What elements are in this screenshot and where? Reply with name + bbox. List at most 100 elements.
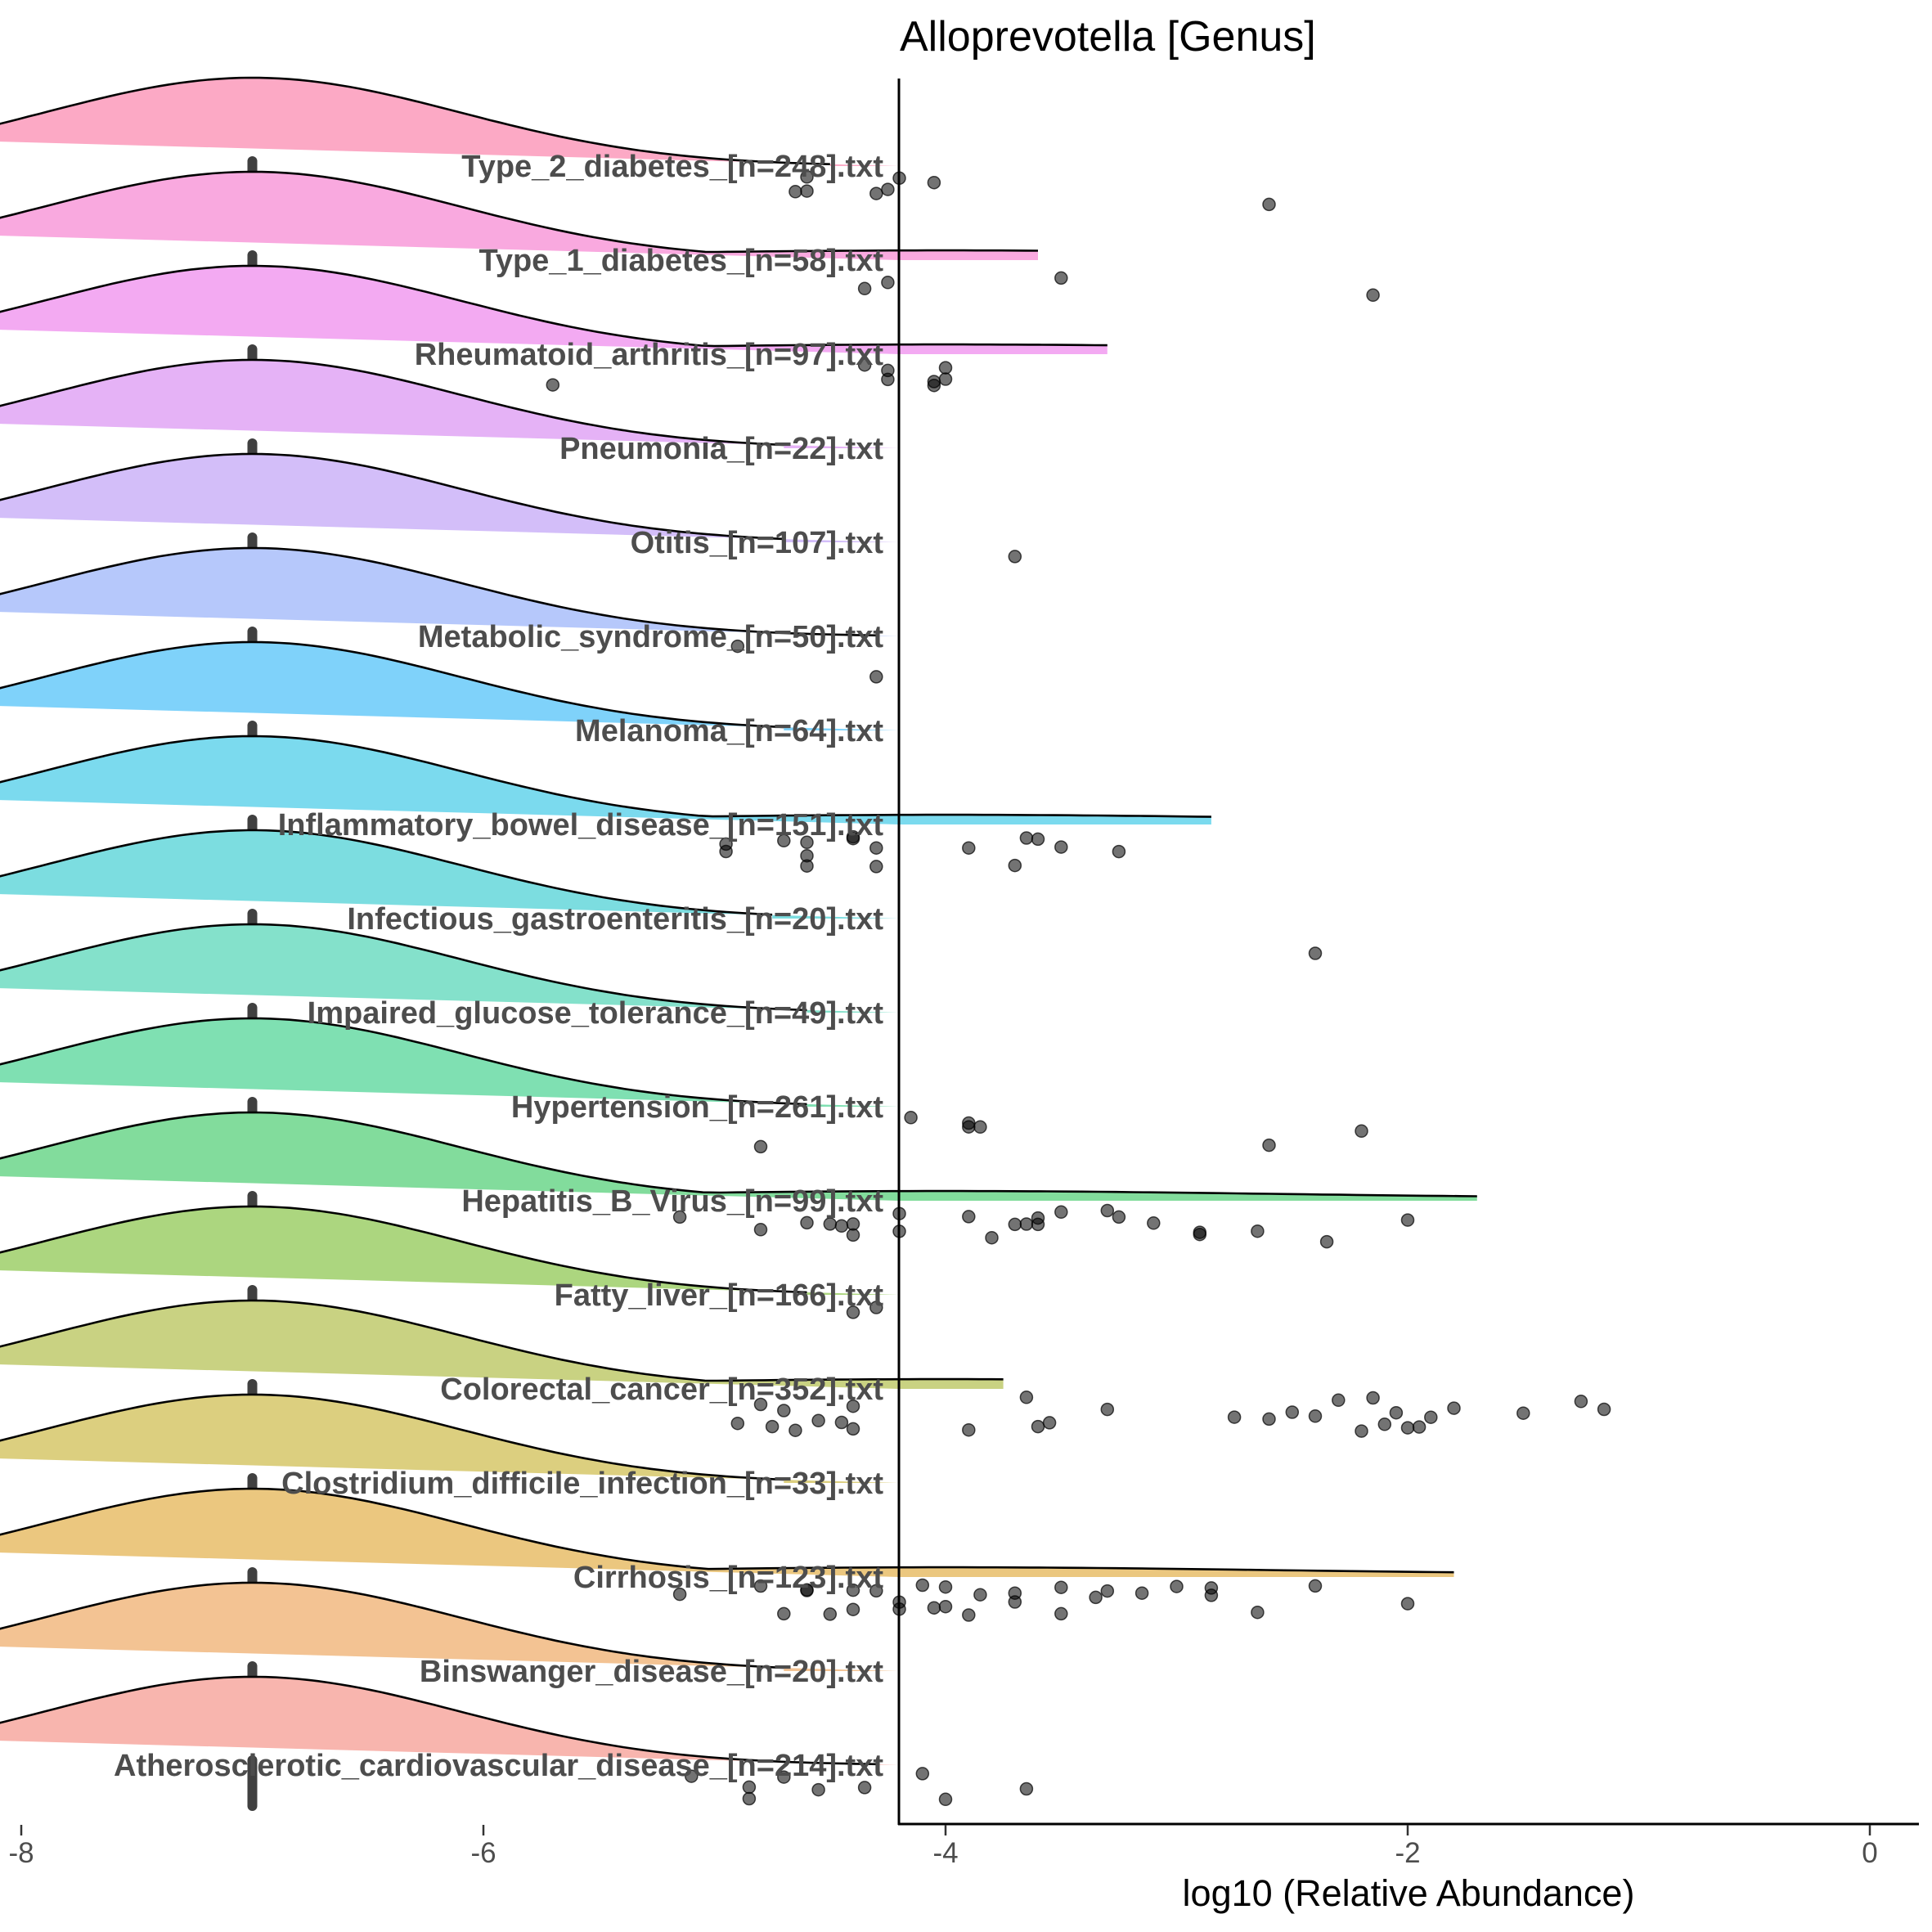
data-point	[973, 1588, 987, 1602]
data-point	[811, 1413, 825, 1428]
category-label-5: Metabolic_syndrome_[n=50].txt	[418, 620, 883, 654]
data-point	[962, 1422, 976, 1437]
category-label-3: Pneumonia_[n=22].txt	[559, 432, 883, 466]
data-point	[869, 1301, 883, 1314]
category-label-7: Inflammatory_bowel_disease_[n=151].txt	[278, 808, 884, 842]
category-label-8: Infectious_gastroenteritis_[n=20].txt	[347, 902, 883, 937]
data-point	[857, 1781, 872, 1795]
data-point	[869, 841, 883, 855]
data-point	[753, 1223, 768, 1237]
x-tick-label: -8	[8, 1837, 34, 1869]
density-outline	[0, 1017, 807, 1106]
category-label-9: Impaired_glucose_tolerance_[n=49].txt	[308, 996, 884, 1031]
data-point	[1285, 1405, 1300, 1419]
data-point	[811, 1782, 825, 1797]
data-point	[800, 848, 814, 863]
density-fill	[0, 1018, 899, 1107]
category-label-6: Melanoma_[n=64].txt	[575, 714, 883, 748]
data-point	[823, 1607, 838, 1621]
data-point	[1319, 1234, 1334, 1249]
ridge-0	[0, 76, 1276, 212]
data-point	[730, 1416, 745, 1431]
data-point	[1042, 1416, 1057, 1430]
data-point	[1251, 1224, 1265, 1238]
category-label-15: Cirrhosis_[n=123].txt	[573, 1561, 883, 1595]
data-point	[800, 1583, 814, 1597]
data-point	[1193, 1227, 1207, 1242]
density-fill	[0, 266, 1108, 354]
data-point	[1054, 1580, 1068, 1594]
data-point	[672, 1587, 687, 1602]
data-point	[1031, 1211, 1045, 1225]
data-point	[777, 833, 791, 848]
data-point	[1170, 1579, 1184, 1593]
density-fill	[0, 548, 899, 636]
data-point	[777, 1770, 791, 1784]
x-tick-label: 0	[1862, 1837, 1877, 1869]
data-point	[973, 1120, 987, 1134]
category-labels: Type_2_diabetes_[n=248].txt Type_1_diabet…	[114, 150, 883, 1783]
data-point	[834, 1219, 849, 1233]
density-fill	[0, 736, 1211, 824]
x-tick-label: -4	[932, 1837, 958, 1869]
x-axis-ticks: -8 -6 -4 -2 0	[8, 1825, 1878, 1869]
density-outline	[0, 358, 784, 447]
density-fill	[0, 1583, 899, 1671]
data-point	[1227, 1410, 1242, 1424]
data-point	[1008, 858, 1022, 873]
density-fill	[0, 78, 899, 166]
data-point	[1019, 831, 1034, 845]
category-label-17: Atherosclerotic_cardiovascular_disease_[…	[114, 1749, 883, 1783]
data-point	[962, 841, 976, 855]
data-point	[834, 1415, 849, 1430]
data-point	[1412, 1420, 1427, 1434]
data-point	[1089, 1590, 1103, 1605]
data-point	[1574, 1395, 1588, 1409]
data-point	[915, 1578, 930, 1593]
density-outline	[0, 170, 1039, 254]
data-point	[753, 1139, 768, 1154]
data-point	[927, 375, 941, 389]
data-point	[846, 1217, 860, 1231]
data-point	[1204, 1588, 1219, 1602]
data-point	[857, 281, 872, 296]
data-point	[962, 1608, 976, 1622]
data-point	[846, 1583, 860, 1597]
data-point	[1355, 1424, 1368, 1438]
data-point	[1400, 1597, 1415, 1611]
data-point	[1008, 550, 1022, 564]
density-fill	[0, 1395, 899, 1483]
density-outline	[0, 1205, 807, 1294]
data-point	[1308, 1579, 1323, 1593]
density-outline	[0, 923, 807, 1012]
chart-title: Alloprevotella [Genus]	[900, 13, 1316, 61]
data-point	[753, 1579, 768, 1593]
data-point	[869, 1584, 883, 1598]
density-outline	[0, 76, 830, 165]
category-label-14: Clostridium_difficile_infection_[n=33].t…	[281, 1467, 883, 1501]
data-point	[985, 1230, 999, 1245]
x-tick-label: -6	[470, 1837, 496, 1869]
data-point	[904, 1111, 918, 1125]
data-point	[846, 1422, 860, 1436]
data-point	[938, 1599, 953, 1614]
data-point	[546, 378, 560, 392]
data-point	[1308, 946, 1323, 960]
data-point	[1262, 1138, 1276, 1152]
data-point	[1019, 1781, 1034, 1796]
density-outline	[0, 264, 1108, 348]
data-point	[823, 1217, 838, 1231]
density-outline	[0, 829, 773, 916]
density-outline	[0, 452, 784, 541]
data-point	[800, 170, 814, 184]
data-point	[927, 1601, 941, 1615]
category-label-2: Rheumatoid_arthritis_[n=97].txt	[415, 338, 884, 372]
data-point	[789, 185, 802, 199]
data-point	[800, 1215, 814, 1230]
data-point	[1054, 840, 1068, 854]
data-point	[915, 1767, 930, 1781]
data-point	[1008, 1217, 1022, 1232]
x-tick-label: -2	[1395, 1837, 1420, 1869]
data-point	[800, 184, 814, 198]
